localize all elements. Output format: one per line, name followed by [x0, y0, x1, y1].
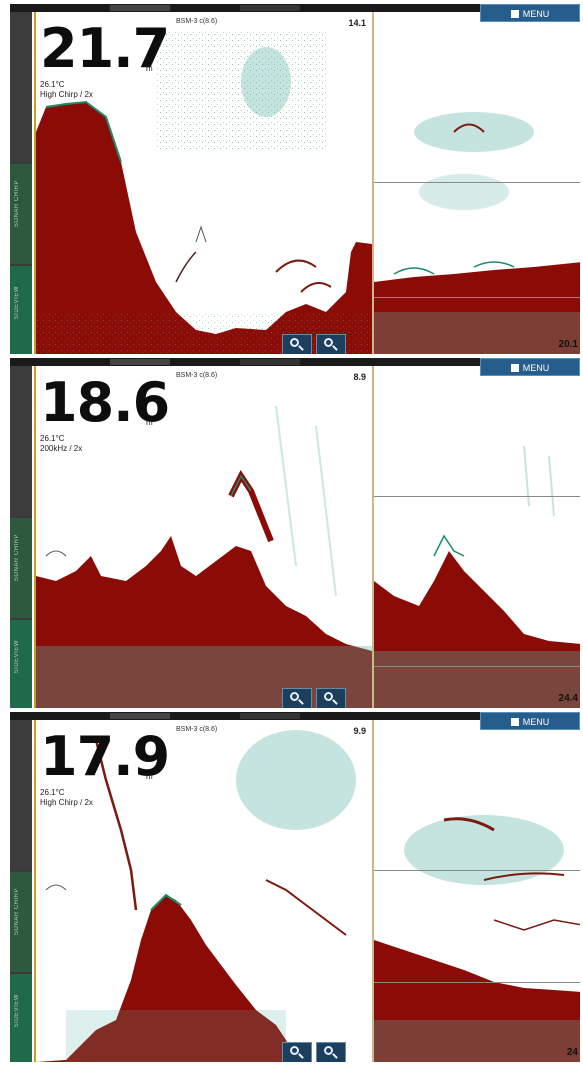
- zoom-out-button[interactable]: [316, 688, 346, 708]
- sidebar-label-chirp[interactable]: SONAR CHIRP: [14, 534, 20, 582]
- zoom-out-icon: [324, 692, 333, 701]
- zoom-out-button[interactable]: [316, 1042, 346, 1062]
- zoom-out-icon: [324, 1046, 333, 1055]
- menu-icon: [510, 717, 519, 726]
- bottom-profile: [36, 536, 372, 708]
- frequency-label: 200kHz / 2x: [40, 444, 83, 453]
- sidebar-label-chirp[interactable]: SONAR CHIRP: [14, 180, 20, 228]
- depth-readout: 21.7: [40, 17, 170, 80]
- menu-icon: [510, 9, 519, 18]
- sonar-zoom-view[interactable]: 24: [372, 720, 580, 1062]
- sonar-panel-2: SONAR CHIRP SIDEVIEW 18.6 m 26.1°C 200kH…: [10, 358, 580, 708]
- water-temperature: 26.1°C: [40, 788, 65, 797]
- status-bar: [10, 4, 580, 12]
- frequency-label: High Chirp / 2x: [40, 90, 93, 99]
- bottom-profile-zoom: [374, 551, 580, 708]
- frequency-label: High Chirp / 2x: [40, 798, 93, 807]
- sonar-panel-1: SONAR CHIRP SIDEVIEW 21.7 m 26.1°C High …: [10, 4, 580, 354]
- bottom-profile: [36, 102, 372, 354]
- depth-unit: m: [146, 772, 153, 781]
- water-temperature: 26.1°C: [40, 80, 65, 89]
- zoom-in-button[interactable]: [282, 334, 312, 354]
- depth-unit: m: [146, 64, 153, 73]
- sidebar-label-chirp[interactable]: SONAR CHIRP: [14, 888, 20, 936]
- range-label: 14.1: [348, 18, 366, 28]
- menu-button[interactable]: MENU: [480, 358, 580, 376]
- bottom-profile: [36, 895, 296, 1062]
- range-label-right: 24.4: [558, 693, 578, 704]
- zoom-in-icon: [290, 692, 299, 701]
- menu-icon: [510, 363, 519, 372]
- menu-button[interactable]: MENU: [480, 4, 580, 22]
- depth-readout: 18.6: [40, 371, 170, 434]
- range-label: 8.9: [353, 372, 366, 382]
- menu-button[interactable]: MENU: [480, 712, 580, 730]
- bottom-profile-zoom: [374, 262, 580, 354]
- source-sidebar[interactable]: SONAR CHIRP SIDEVIEW: [10, 720, 32, 1062]
- sonar-history-view[interactable]: 17.9 m 26.1°C High Chirp / 2x BSM-3 c(8.…: [34, 720, 372, 1062]
- status-bar: [10, 358, 580, 366]
- zoom-in-button[interactable]: [282, 1042, 312, 1062]
- water-temperature: 26.1°C: [40, 434, 65, 443]
- zoom-out-icon: [324, 338, 333, 347]
- sonar-panel-3: SONAR CHIRP SIDEVIEW 17.9 m 26.1°C High …: [10, 712, 580, 1062]
- source-sidebar[interactable]: SONAR CHIRP SIDEVIEW: [10, 12, 32, 354]
- sonar-zoom-view[interactable]: 20.1: [372, 12, 580, 354]
- depth-unit: m: [146, 418, 153, 427]
- zoom-in-icon: [290, 338, 299, 347]
- status-bar: [10, 712, 580, 720]
- range-label-right: 20.1: [558, 339, 578, 350]
- depth-readout: 17.9: [40, 725, 170, 788]
- source-label: BSM-3 c(8.6): [176, 372, 218, 379]
- sonar-history-view[interactable]: 21.7 m 26.1°C High Chirp / 2x BSM-3 c(8.…: [34, 12, 372, 354]
- source-label: BSM-3 c(8.6): [176, 726, 218, 733]
- sidebar-label-sideview[interactable]: SIDEVIEW: [14, 994, 20, 1028]
- sidebar-label-sideview[interactable]: SIDEVIEW: [14, 286, 20, 320]
- sonar-zoom-view[interactable]: 24.4: [372, 366, 580, 708]
- sonar-history-view[interactable]: 18.6 m 26.1°C 200kHz / 2x BSM-3 c(8.6) 8…: [34, 366, 372, 708]
- zoom-in-icon: [290, 1046, 299, 1055]
- bottom-profile-zoom: [374, 940, 580, 1062]
- range-label-right: 24: [566, 1047, 578, 1058]
- sidebar-label-sideview[interactable]: SIDEVIEW: [14, 640, 20, 674]
- zoom-out-button[interactable]: [316, 334, 346, 354]
- range-label: 9.9: [353, 726, 366, 736]
- source-sidebar[interactable]: SONAR CHIRP SIDEVIEW: [10, 366, 32, 708]
- source-label: BSM-3 c(8.6): [176, 18, 218, 25]
- zoom-in-button[interactable]: [282, 688, 312, 708]
